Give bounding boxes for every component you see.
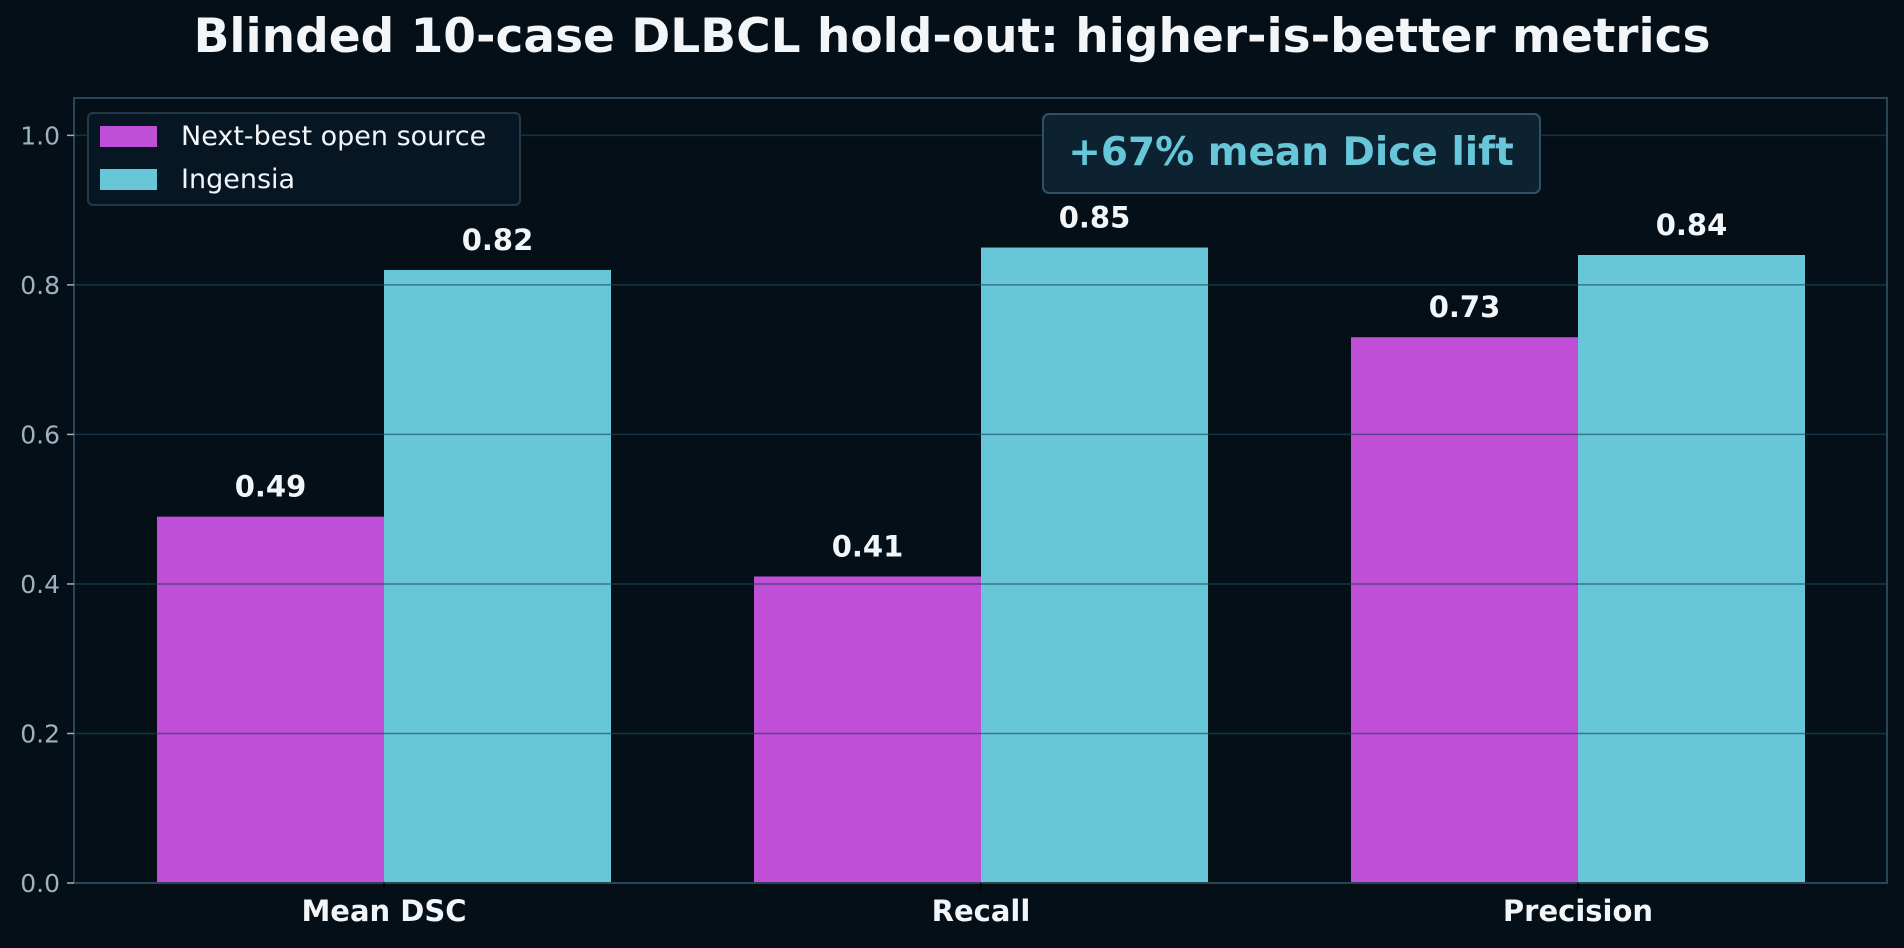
y-tick-label: 0.4 [20, 570, 60, 599]
legend-swatch-ingensia [100, 169, 157, 190]
x-tick-label: Precision [1503, 894, 1653, 928]
bar-next-best [157, 516, 384, 883]
bar-ingensia [981, 247, 1208, 883]
bar-next-best [1351, 337, 1578, 883]
value-label: 0.49 [235, 470, 307, 504]
x-tick-label: Recall [932, 894, 1031, 928]
y-tick-label: 1.0 [20, 121, 60, 150]
legend-label-ingensia: Ingensia [181, 164, 295, 195]
value-label: 0.84 [1656, 208, 1728, 242]
bar-next-best [754, 576, 981, 883]
chart-title: Blinded 10-case DLBCL hold-out: higher-i… [194, 9, 1711, 64]
y-tick-label: 0.6 [20, 420, 60, 449]
y-tick-label: 0.8 [20, 271, 60, 300]
annotation-text: +67% mean Dice lift [1068, 130, 1514, 175]
legend: Next-best open source Ingensia [87, 112, 521, 206]
value-label: 0.41 [832, 529, 904, 563]
y-axis: 0.0 0.2 0.4 0.6 0.8 1.0 [20, 121, 74, 898]
bars [74, 134, 1887, 883]
annotation-box [1042, 113, 1541, 194]
y-tick-label: 0.2 [20, 719, 60, 748]
bar-ingensia [384, 269, 611, 883]
x-tick-label: Mean DSC [301, 894, 466, 928]
bar-ingensia [1578, 255, 1805, 883]
y-tick-label: 0.0 [20, 869, 60, 898]
annotation: +67% mean Dice lift [1042, 113, 1541, 194]
legend-box [87, 112, 521, 206]
legend-label-next-best: Next-best open source [181, 121, 486, 152]
value-label: 0.73 [1429, 290, 1501, 324]
legend-swatch-next-best [100, 126, 157, 147]
value-label: 0.85 [1059, 201, 1131, 235]
x-axis: Mean DSC Recall Precision [301, 883, 1653, 928]
value-label: 0.82 [462, 223, 534, 257]
value-labels: 0.49 0.82 0.41 0.85 0.73 0.84 [235, 201, 1728, 564]
